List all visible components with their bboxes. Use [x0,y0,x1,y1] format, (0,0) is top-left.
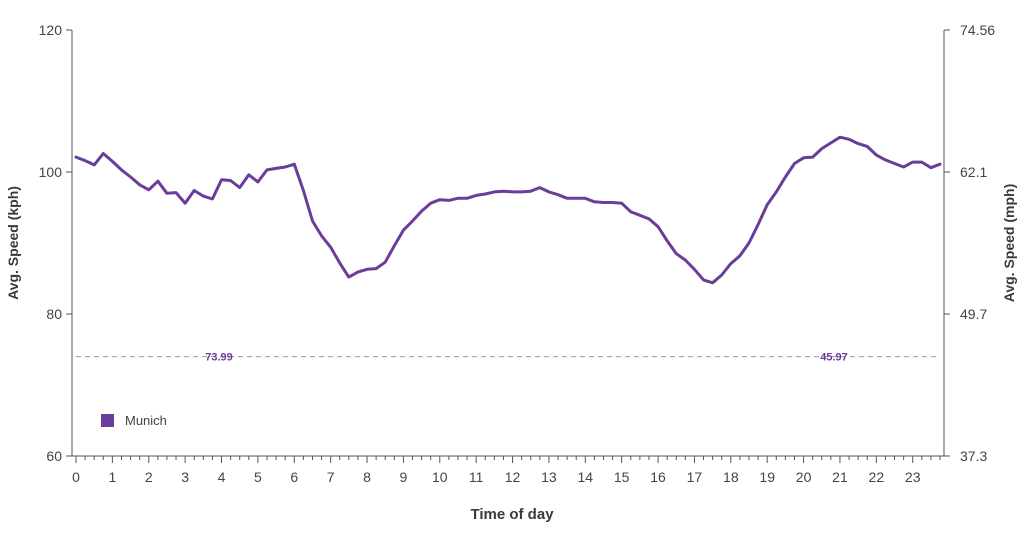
axes [71,30,945,457]
y-tick-label-left: 120 [39,22,63,38]
y-tick-label-right: 49.7 [960,306,987,322]
x-tick-label: 8 [363,469,371,485]
y-tick-label-left: 60 [46,448,62,464]
reference-label-left: 73.99 [205,352,233,364]
x-tick-label: 11 [469,469,484,485]
x-tick-label: 22 [869,469,885,485]
x-axis-label: Time of day [470,506,554,523]
x-tick-label: 4 [218,469,226,485]
x-tick-label: 0 [72,469,80,485]
y-axis-label-left: Avg. Speed (kph) [5,186,21,300]
x-tick-label: 7 [327,469,335,485]
reference-label-right: 45.97 [820,352,848,364]
x-tick-label: 5 [254,469,262,485]
x-tick-label: 12 [505,469,521,485]
x-tick-label: 6 [290,469,298,485]
x-tick-label: 14 [578,469,594,485]
series-group [74,135,942,285]
x-tick-label: 1 [108,469,116,485]
y-tick-label-right: 62.1 [960,164,987,180]
x-tick-label: 19 [759,469,775,485]
x-tick-label: 13 [541,469,557,485]
x-tick-label: 18 [723,469,739,485]
y-tick-label-left: 100 [39,164,63,180]
y-tick-label-right: 37.3 [960,448,987,464]
x-tick-label: 17 [687,469,703,485]
y-axis-label-right: Avg. Speed (mph) [1001,184,1017,303]
legend: Munich [101,413,167,428]
x-tick-label: 21 [832,469,848,485]
x-ticks: 0 1 2 3 4 5 6 7 8 9 10 11 12 13 14 15 16 17 18 19 20 21 22 23 [72,456,941,485]
y-tick-label-right: 74.56 [960,22,995,38]
x-tick-label: 3 [181,469,189,485]
x-tick-label: 2 [145,469,153,485]
right-y-ticks: 37.3 49.7 62.1 74.56 [944,22,995,464]
left-y-ticks: 60 80 100 120 [39,22,72,464]
x-tick-label: 9 [400,469,408,485]
series-line-munich [74,135,942,285]
x-tick-label: 10 [432,469,448,485]
y-tick-label-left: 80 [46,306,62,322]
x-tick-label: 23 [905,469,921,485]
reference-line-group: 73.99 45.97 [76,352,940,364]
legend-swatch-munich [101,414,114,427]
legend-label-munich: Munich [125,413,167,428]
x-tick-label: 16 [650,469,666,485]
x-tick-label: 20 [796,469,812,485]
x-tick-label: 15 [614,469,630,485]
